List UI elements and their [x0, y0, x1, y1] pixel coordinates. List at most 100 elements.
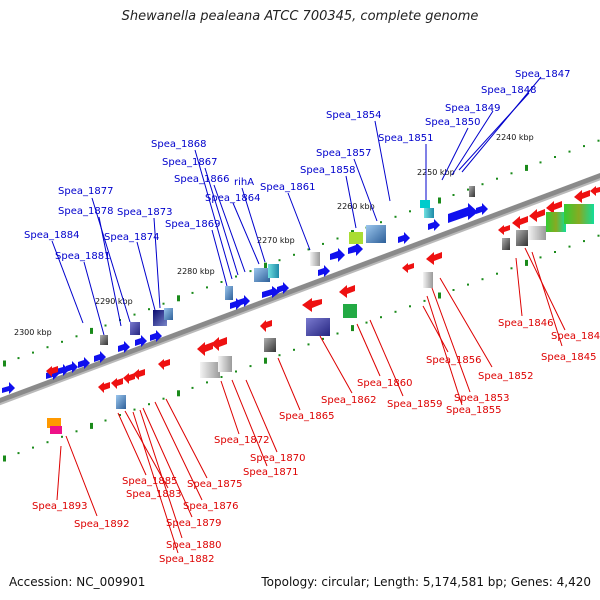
gene-box [306, 318, 330, 336]
scale-tick-minor [322, 242, 324, 245]
scale-tick-minor [235, 275, 237, 278]
gene-label[interactable]: Spea_1883 [126, 489, 181, 500]
scale-tick-minor [162, 397, 165, 400]
genome-title: Shewanella pealeana ATCC 700345, complet… [121, 9, 479, 24]
gene-label[interactable]: Spea_1871 [243, 467, 298, 478]
scale-tick-minor [554, 156, 556, 158]
gene-label[interactable]: Spea_1870 [250, 453, 305, 464]
gene-box [153, 310, 167, 326]
gene-label[interactable]: Spea_1855 [446, 405, 501, 416]
gene-label[interactable]: Spea_1849 [445, 103, 500, 114]
gene-label[interactable]: Spea_1865 [279, 411, 334, 422]
gene-label[interactable]: Spea_1876 [183, 501, 238, 512]
gene-label[interactable]: Spea_1852 [478, 371, 533, 382]
gene-label[interactable]: Spea_1875 [187, 479, 242, 490]
gene-arrow [348, 242, 363, 256]
scale-tick-minor [452, 289, 455, 291]
gene-box [218, 356, 232, 372]
gene-box [100, 335, 108, 345]
gene-label[interactable]: Spea_1848 [481, 85, 536, 96]
gene-label[interactable]: Spea_1846 [498, 318, 553, 329]
scale-label: 2290 kbp [95, 297, 133, 306]
gene-label[interactable]: Spea_1853 [454, 393, 509, 404]
gene-label[interactable]: Spea_1873 [117, 207, 172, 218]
gene-arrow [476, 203, 488, 215]
gene-label[interactable]: Spea_1881 [55, 251, 110, 262]
gene-label[interactable]: Spea_1860 [357, 378, 412, 389]
gene-label[interactable]: Spea_1869 [165, 219, 220, 230]
gene-label[interactable]: Spea_1854 [326, 110, 381, 121]
scale-tick-minor [336, 332, 339, 335]
gene-arrow [339, 285, 355, 298]
gene-label[interactable]: Spea_1882 [159, 554, 214, 565]
scale-tick-minor [539, 161, 542, 164]
scale-tick-minor [206, 381, 208, 384]
gene-label[interactable]: Spea_1892 [74, 519, 129, 530]
scale-tick-minor [583, 240, 585, 243]
gene-label[interactable]: Spea_1885 [122, 476, 177, 487]
scale-tick-major [90, 422, 93, 429]
gene-arrow-group [46, 186, 600, 393]
scale-tick-minor [568, 245, 571, 248]
gene-label[interactable]: Spea_1878 [58, 206, 113, 217]
gene-arrow [260, 320, 272, 332]
scale-tick-minor [496, 272, 498, 275]
gene-label[interactable]: Spea_1844 [551, 331, 600, 342]
gene-box [349, 232, 363, 244]
scale-tick-minor [554, 251, 556, 253]
scale-tick-minor [61, 435, 63, 438]
gene-label[interactable]: Spea_1880 [166, 540, 221, 551]
gene-arrow [546, 201, 562, 214]
gene-label[interactable]: Spea_1861 [260, 182, 315, 193]
plus-callouts [51, 76, 542, 336]
gene-label[interactable]: Spea_1864 [205, 193, 260, 204]
gene-label[interactable]: Spea_1893 [32, 501, 87, 512]
gene-label[interactable]: Spea_1874 [104, 232, 159, 243]
gene-label[interactable]: Spea_1847 [515, 69, 570, 80]
gene-label[interactable]: Spea_1859 [387, 399, 442, 410]
scale-tick-minor [17, 452, 20, 455]
gene-arrow [98, 382, 110, 393]
gene-label[interactable]: Spea_1877 [58, 186, 113, 197]
gene-label[interactable]: Spea_1867 [162, 157, 217, 168]
gene-arrow [330, 248, 345, 262]
gene-box [225, 286, 233, 300]
gene-label[interactable]: Spea_1856 [426, 355, 481, 366]
scale-tick-major [351, 325, 354, 332]
gene-label[interactable]: Spea_1884 [24, 230, 79, 241]
scale-tick-major [525, 259, 528, 266]
gene-arrow [211, 337, 227, 351]
gene-label[interactable]: Spea_1866 [174, 174, 229, 185]
scale-tick-major [438, 197, 441, 204]
scale-tick-minor [409, 305, 411, 308]
scale-tick-minor [481, 183, 484, 186]
scale-label: 2280 kbp [177, 267, 215, 276]
scale-tick-minor [191, 291, 194, 294]
scale-tick-minor [17, 357, 20, 360]
gene-box [343, 304, 357, 318]
scale-label: 2270 kbp [257, 236, 295, 245]
gene-label[interactable]: Spea_1879 [166, 518, 221, 529]
gene-label[interactable]: Spea_1845 [541, 352, 596, 363]
gene-label[interactable]: Spea_1850 [425, 117, 480, 128]
gene-label[interactable]: Spea_1872 [214, 435, 269, 446]
gene-arrow-group [2, 203, 488, 394]
scale-tick-major [90, 327, 93, 334]
scale-tick-minor [307, 248, 310, 251]
gene-label[interactable]: Spea_1868 [151, 139, 206, 150]
gene-label[interactable]: rihA [234, 177, 254, 188]
scale-tick-minor [423, 299, 426, 302]
scale-tick-minor [46, 441, 49, 444]
scale-label: 2300 kbp [14, 328, 52, 337]
plus-gene-labels: Spea_1847 Spea_1848 Spea_1849 Spea_1850 … [24, 69, 570, 262]
gene-label[interactable]: Spea_1862 [321, 395, 376, 406]
scale-tick-minor [496, 177, 498, 180]
scale-tick-minor [394, 215, 397, 218]
gene-label[interactable]: Spea_1857 [316, 148, 371, 159]
gene-label[interactable]: Spea_1851 [378, 133, 433, 144]
scale-tick-minor [409, 210, 411, 213]
gene-arrow [302, 298, 322, 312]
gene-box [254, 268, 270, 282]
gene-box [424, 208, 434, 218]
gene-label[interactable]: Spea_1858 [300, 165, 355, 176]
